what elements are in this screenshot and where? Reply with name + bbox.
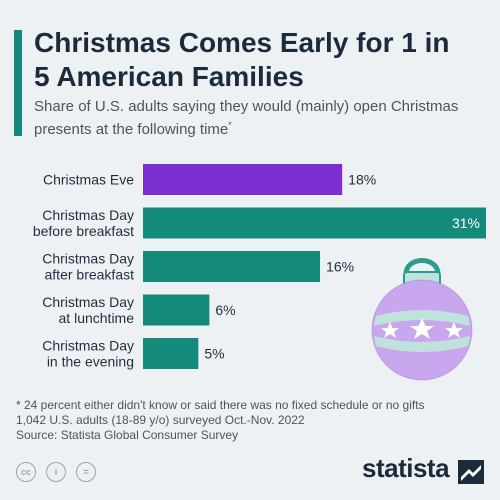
bar-0: [143, 164, 343, 195]
bar-chart: Christmas Eve 18% Christmas Day before brea…: [33, 164, 486, 370]
category-label-3: Christmas Day at lunchtime: [42, 294, 134, 326]
subtitle-footnote-marker: *: [228, 120, 232, 130]
chart-title: Christmas Comes Early for 1 in 5 America…: [34, 27, 450, 92]
category-label-1: Christmas Day before breakfast: [33, 207, 134, 239]
chart-subtitle: Share of U.S. adults saying they would (…: [34, 97, 474, 139]
christmas-ornament-icon: [371, 258, 473, 381]
source-line: Source: Statista Global Consumer Survey: [16, 428, 239, 442]
value-label-0: 18%: [348, 172, 376, 188]
bar-1: [143, 207, 486, 239]
value-label-1: 31%: [452, 215, 480, 231]
no-derivatives-icon[interactable]: =: [76, 462, 96, 482]
footnote-sample: 1,042 U.S. adults (18-89 y/o) surveyed O…: [16, 413, 305, 427]
creative-commons-icon[interactable]: cc: [16, 462, 36, 482]
value-label-2: 16%: [326, 259, 354, 275]
statista-logo-mark-icon: [458, 460, 484, 484]
subtitle-text: Share of U.S. adults saying they would (…: [34, 98, 459, 138]
statista-logo[interactable]: statista: [362, 453, 450, 483]
category-label-4: Christmas Day in the evening: [42, 338, 134, 370]
title-accent-bar: [14, 30, 22, 136]
chart-footnotes: * 24 percent either didn't know or said …: [16, 398, 486, 443]
bar-2: [143, 251, 321, 282]
value-label-4: 5%: [204, 346, 224, 362]
footnote-nonresponse: * 24 percent either didn't know or said …: [16, 398, 425, 412]
category-label-0: Christmas Eve: [43, 172, 134, 188]
attribution-icon[interactable]: i: [46, 462, 66, 482]
value-label-3: 6%: [215, 302, 235, 318]
bar-3: [143, 294, 210, 326]
bar-4: [143, 338, 199, 369]
category-label-2: Christmas Day after breakfast: [42, 251, 134, 283]
